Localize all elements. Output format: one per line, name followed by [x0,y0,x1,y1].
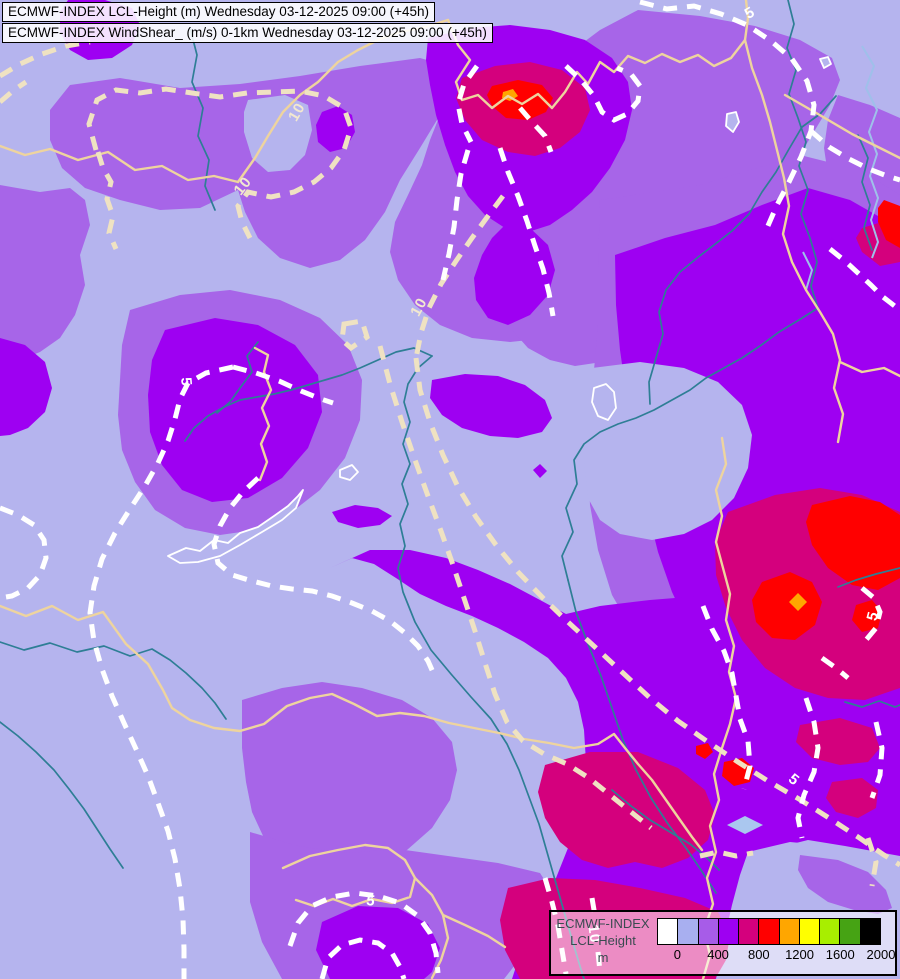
title-box-lcl: ECMWF-INDEX LCL-Height (m) Wednesday 03-… [2,2,436,22]
legend-swatches [657,918,881,945]
legend-swatch [677,918,699,945]
legend-tick-label: 1200 [785,947,814,962]
legend-tick-label: 0 [673,947,681,962]
legend-scale: 0 400 800 1200 1600 2000 [655,912,895,974]
river-light-layer [802,45,879,291]
legend-swatch [778,918,800,945]
legend-tick-label: 400 [707,947,729,962]
legend-tick-label: 1600 [825,947,855,962]
legend-ticks: 0 400 800 1200 1600 2000 [657,945,896,963]
legend-swatch [819,918,841,945]
legend-swatch [758,918,780,945]
windshear-contour-10-layer [0,39,900,887]
legend-unit: m [597,949,609,965]
legend-tick-label: 2000 [866,947,896,962]
legend-title: ECMWF-INDEX LCL-Height m [551,912,655,974]
legend-swatch [859,918,881,945]
legend-swatch [657,918,679,945]
legend-swatch [839,918,861,945]
legend-swatch [717,918,740,945]
legend-title-line1: ECMWF-INDEX [556,916,650,931]
legend-title-line2: LCL-Height [570,932,636,948]
legend: ECMWF-INDEX LCL-Height m 0 400 800 1200 1600… [549,910,897,976]
legend-swatch [738,918,760,945]
legend-tick-label: 800 [747,947,770,962]
title-line-lcl: ECMWF-INDEX LCL-Height (m) Wednesday 03-… [8,4,430,19]
title-line-windshear: ECMWF-INDEX WindShear_ (m/s) 0-1km Wedne… [8,25,487,40]
title-box-windshear: ECMWF-INDEX WindShear_ (m/s) 0-1km Wedne… [2,23,493,43]
legend-swatch [697,918,719,945]
legend-swatch [798,918,821,945]
